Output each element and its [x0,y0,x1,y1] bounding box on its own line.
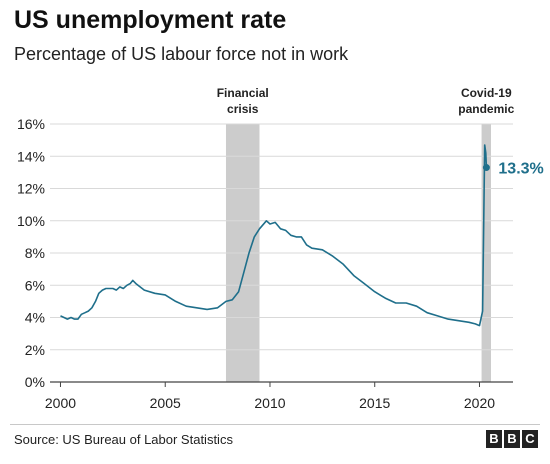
shaded-period-label: Covid-19 [461,86,512,100]
y-tick-label: 10% [17,213,45,229]
y-tick-label: 14% [17,148,45,164]
y-tick-label: 2% [25,342,45,358]
latest-point [482,164,490,172]
bbc-logo: B B C [486,430,538,448]
x-tick-label: 2020 [464,395,495,411]
footer-divider [10,424,540,425]
latest-value-label: 13.3% [498,161,543,178]
source-note: Source: US Bureau of Labor Statistics [14,432,233,447]
shaded-period-label: Financial [217,86,269,100]
y-tick-label: 16% [17,116,45,132]
y-tick-label: 8% [25,245,45,261]
x-tick-label: 2005 [150,395,181,411]
x-tick-label: 2000 [45,395,76,411]
chart-title: US unemployment rate [14,6,287,34]
logo-letter: C [522,430,538,448]
series-line [60,144,488,327]
shaded-period-label: crisis [227,102,259,116]
shaded-period-label: pandemic [458,102,514,116]
y-tick-label: 12% [17,181,45,197]
logo-letter: B [504,430,520,448]
logo-letter: B [486,430,502,448]
y-tick-label: 4% [25,310,45,326]
x-tick-label: 2010 [254,395,285,411]
y-tick-label: 0% [25,374,45,390]
chart-subtitle: Percentage of US labour force not in wor… [14,44,349,64]
x-tick-label: 2015 [359,395,390,411]
y-tick-label: 6% [25,277,45,293]
